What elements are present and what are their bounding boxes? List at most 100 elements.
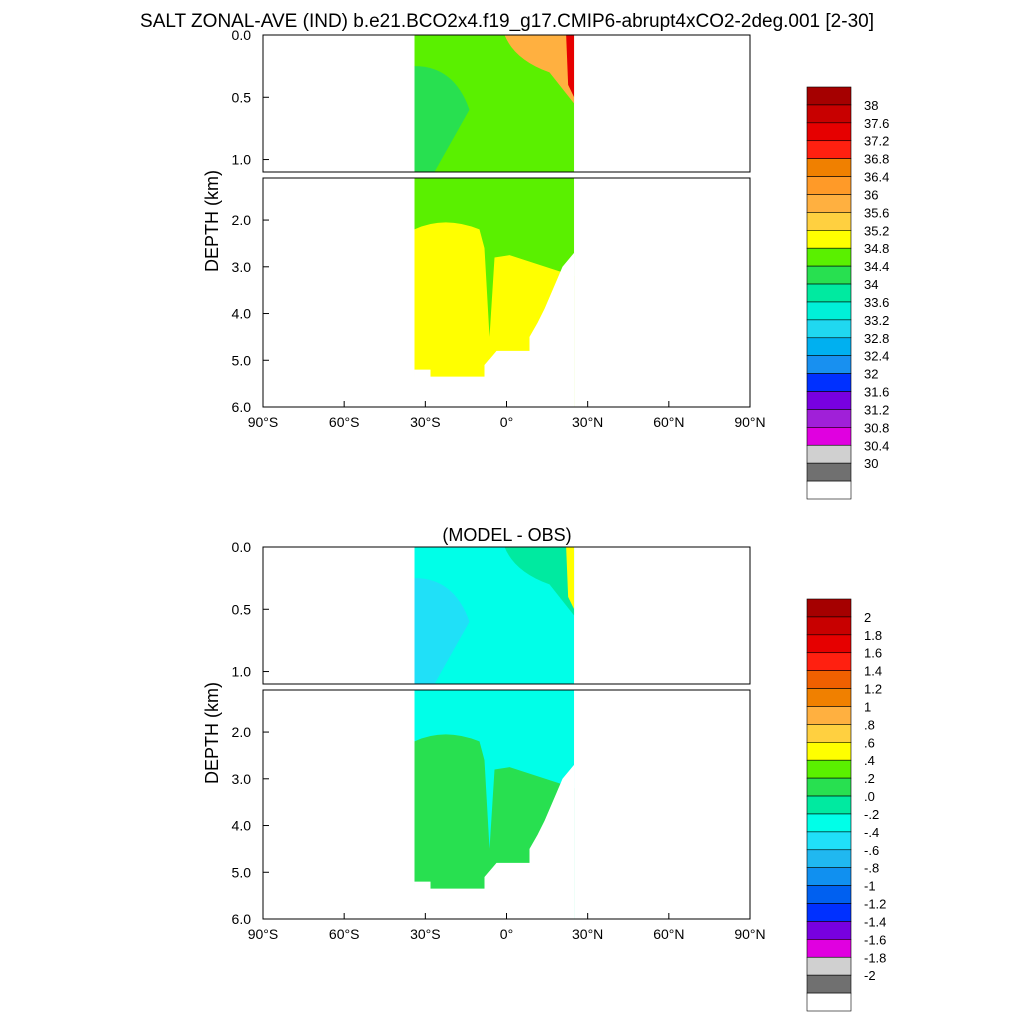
colorbar-label: .0 <box>864 789 875 804</box>
colorbar-box <box>806 391 852 410</box>
x-tick-label: 90°S <box>248 926 279 942</box>
x-tick-label: 90°S <box>248 414 279 430</box>
colorbar-label: 38 <box>864 98 878 113</box>
colorbar-label: 1 <box>864 699 871 714</box>
colorbar-box <box>806 104 852 124</box>
y-axis-label: DEPTH (km) <box>202 170 222 272</box>
colorbar-label: 37.2 <box>864 134 889 149</box>
y-tick-label: 4.0 <box>232 306 252 322</box>
colorbar-box <box>806 444 852 464</box>
colorbar-box <box>806 670 852 689</box>
colorbar-label: 30.4 <box>864 438 889 453</box>
colorbar-label: .8 <box>864 717 875 732</box>
y-tick-label: 5.0 <box>232 864 252 880</box>
colorbar-box <box>806 813 852 833</box>
y-tick-label: 5.0 <box>232 352 252 368</box>
colorbar-box <box>806 849 852 868</box>
colorbar-label: .2 <box>864 771 875 786</box>
colorbar-box <box>806 176 852 195</box>
y-tick-label: 2.0 <box>232 212 252 228</box>
y-tick-label: 0.0 <box>232 27 252 43</box>
region-outflow <box>566 35 575 98</box>
x-tick-label: 30°S <box>410 926 441 942</box>
colorbar-box <box>806 337 852 356</box>
y-tick-label: 6.0 <box>232 399 252 415</box>
region-north-surface <box>504 547 575 616</box>
y-tick-label: 0.5 <box>232 89 252 105</box>
colorbar-box <box>806 409 852 428</box>
colorbar-label: 37.6 <box>864 116 889 131</box>
y-axis-label: DEPTH (km) <box>202 682 222 784</box>
y-tick-label: 4.0 <box>232 818 252 834</box>
colorbar-label: 2 <box>864 610 871 625</box>
colorbar-label: 31.6 <box>864 385 889 400</box>
colorbar-box <box>806 265 852 285</box>
colorbar-box <box>806 903 852 922</box>
y-tick-label: 6.0 <box>232 911 252 927</box>
colorbar-label: .6 <box>864 735 875 750</box>
colorbar-box <box>806 742 852 761</box>
colorbar-box <box>806 427 852 446</box>
upper-frame <box>262 34 751 173</box>
colorbar-label: 30.8 <box>864 420 889 435</box>
colorbar-label: -1.4 <box>864 914 886 929</box>
colorbar-label: 34 <box>864 277 878 292</box>
colorbar-box <box>806 652 852 671</box>
colorbar-label: 34.4 <box>864 259 889 274</box>
x-tick-label: 30°S <box>410 414 441 430</box>
difference-panel: (MODEL - OBS)0.00.51.02.03.04.05.06.090°… <box>202 525 886 1012</box>
colorbar-box <box>806 480 852 500</box>
colorbar-label: 35.6 <box>864 205 889 220</box>
colorbar-label: -1 <box>864 879 876 894</box>
colorbar-box <box>806 373 852 392</box>
colorbar-label: 36.4 <box>864 170 889 185</box>
bathymetry <box>414 252 575 407</box>
x-tick-label: 0° <box>500 414 513 430</box>
region-south-upper <box>414 578 470 684</box>
colorbar-label: -2 <box>864 968 876 983</box>
colorbar-box <box>806 86 852 106</box>
colorbar-label: 32.8 <box>864 331 889 346</box>
colorbar-label: -1.2 <box>864 897 886 912</box>
colorbar-box <box>806 956 852 976</box>
colorbar-box <box>806 777 852 797</box>
y-tick-label: 2.0 <box>232 724 252 740</box>
colorbar-box <box>806 194 852 213</box>
colorbar-label: 34.8 <box>864 241 889 256</box>
colorbar-box <box>806 724 852 743</box>
colorbar-label: .4 <box>864 753 875 768</box>
x-tick-label: 90°N <box>734 926 765 942</box>
region-south-upper <box>414 66 470 172</box>
x-tick-label: 60°S <box>329 414 360 430</box>
data-field <box>414 547 575 919</box>
colorbar-label: 1.2 <box>864 682 882 697</box>
colorbar-box <box>806 212 852 231</box>
region-outflow <box>566 547 575 610</box>
colorbar-label: 33.6 <box>864 295 889 310</box>
colorbar-label: -1.6 <box>864 932 886 947</box>
colorbar-label: 35.2 <box>864 223 889 238</box>
figure-title: SALT ZONAL-AVE (IND) b.e21.BCO2x4.f19_g1… <box>140 11 874 32</box>
colorbar-box <box>806 283 852 303</box>
region-north-surface <box>504 35 575 104</box>
x-tick-label: 60°S <box>329 926 360 942</box>
colorbar-box <box>806 706 852 725</box>
colorbar-box <box>806 939 852 958</box>
x-tick-label: 60°N <box>653 414 684 430</box>
colorbar-box <box>806 634 852 654</box>
colorbar-box <box>806 616 852 636</box>
y-tick-label: 3.0 <box>232 771 252 787</box>
colorbar-box <box>806 598 852 618</box>
colorbar-box <box>806 158 852 177</box>
colorbar-box <box>806 247 852 267</box>
colorbar-box <box>806 122 852 142</box>
colorbar-box <box>806 992 852 1012</box>
colorbar-label: 1.4 <box>864 664 882 679</box>
colorbar-label: -.2 <box>864 807 879 822</box>
colorbar-box <box>806 974 852 994</box>
colorbar-label: 1.8 <box>864 628 882 643</box>
colorbar-box <box>806 921 852 940</box>
colorbar-box <box>806 319 852 339</box>
colorbar-box <box>806 230 852 249</box>
